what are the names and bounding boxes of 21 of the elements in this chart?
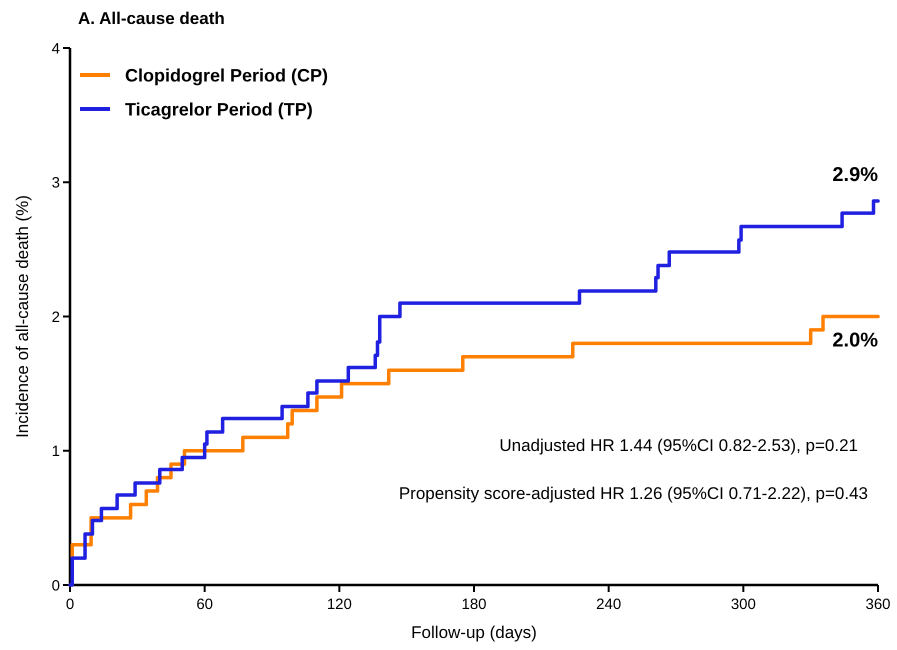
x-tick-label: 360 [865,596,891,613]
x-tick-label: 180 [461,596,487,613]
annotation: Unadjusted HR 1.44 (95%CI 0.82-2.53), p=0.21 [499,436,858,455]
legend-label: Clopidogrel Period (CP) [125,65,328,86]
annotation: Propensity score-adjusted HR 1.26 (95%CI 0.71-2.22), p=0.43 [398,484,868,503]
y-tick-label: 1 [52,443,60,460]
annotation: 2.9% [832,164,878,186]
y-tick-label: 3 [52,174,60,192]
x-tick-label: 0 [66,596,74,613]
y-axis-title: Incidence of all-cause death (%) [13,195,32,438]
legend-label: Ticagrelor Period (TP) [125,99,313,120]
x-tick-label: 240 [596,596,622,613]
annotation: 2.0% [832,330,878,352]
x-tick-label: 120 [326,596,352,613]
y-tick-label: 2 [52,308,60,326]
chart-title: A. All-cause death [78,9,225,28]
x-tick-label: 300 [730,596,756,613]
x-axis-title: Follow-up (days) [411,623,537,642]
y-tick-label: 4 [52,40,60,58]
y-tick-label: 0 [52,577,60,594]
x-tick-label: 60 [196,596,214,613]
